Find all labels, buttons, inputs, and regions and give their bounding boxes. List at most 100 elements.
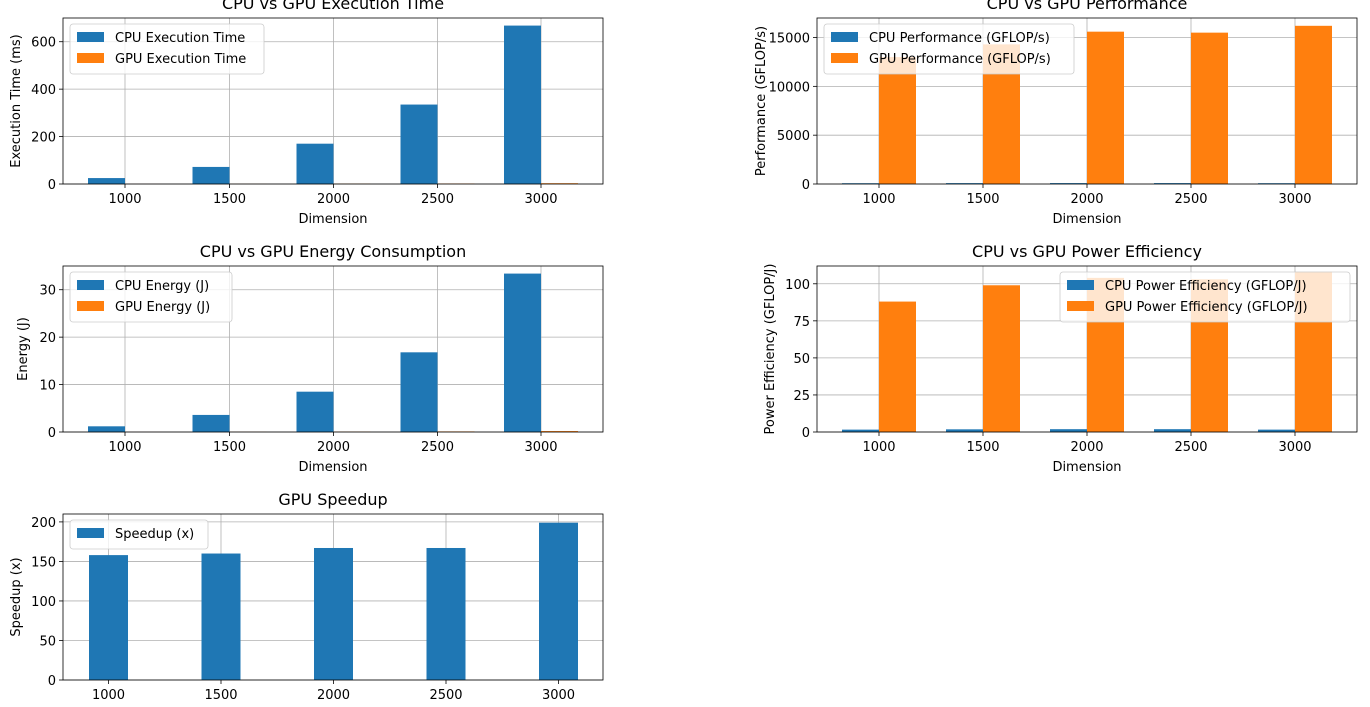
y-tick-label: 200: [31, 131, 56, 146]
y-axis-label: Speedup (x): [9, 557, 24, 636]
x-tick-label: 1500: [966, 192, 999, 207]
legend-swatch: [77, 53, 104, 63]
legend-swatch: [77, 528, 104, 538]
x-tick-label: 3000: [542, 688, 575, 703]
x-tick-label: 2500: [421, 192, 454, 207]
bar: [946, 183, 983, 184]
bar: [1050, 429, 1087, 432]
y-tick-label: 25: [793, 389, 810, 404]
y-axis-label: Energy (J): [16, 317, 31, 381]
legend-box: [69, 271, 233, 323]
legend-box: [69, 23, 265, 75]
y-axis-label: Power Efficiency (GFLOP/J): [763, 264, 778, 435]
legend-label: CPU Power Efficiency (GFLOP/J): [1105, 279, 1307, 294]
chart-title: CPU vs GPU Power Efficiency: [972, 242, 1202, 261]
legend-swatch: [831, 32, 858, 42]
chart-5: 1000 1500 2000 2500 3000 0 50 100 150 200 GPU Spee…: [9, 490, 604, 703]
bar: [400, 104, 438, 184]
bar: [1154, 429, 1191, 432]
legend-box: [69, 519, 209, 550]
legend-swatch: [77, 280, 104, 290]
legend-swatch: [831, 53, 858, 63]
chart-title: CPU vs GPU Energy Consumption: [200, 242, 466, 261]
legend-label: CPU Performance (GFLOP/s): [869, 31, 1050, 46]
bar: [400, 352, 438, 432]
bar: [88, 178, 125, 184]
x-tick-label: 3000: [524, 440, 557, 455]
bar: [201, 553, 241, 680]
legend: Speedup (x): [69, 519, 209, 550]
bar: [1191, 32, 1228, 184]
y-tick-label: 15000: [769, 32, 810, 47]
y-tick-label: 400: [31, 83, 56, 98]
legend-swatch: [77, 301, 104, 311]
series-1: [89, 522, 578, 680]
y-tick-label: 150: [31, 555, 56, 570]
y-tick-label: 10: [39, 379, 56, 394]
chart-4: 1000 1500 2000 2500 3000 0 25 50 75 100 CPU vs GPU…: [763, 242, 1358, 475]
x-axis-label: Dimension: [1052, 212, 1121, 227]
y-tick-label: 50: [39, 634, 56, 649]
legend-swatch: [77, 32, 104, 42]
y-axis-label: Performance (GFLOP/s): [754, 26, 769, 176]
y-tick-label: 75: [793, 315, 810, 330]
bar: [1258, 429, 1295, 432]
x-axis-label: Dimension: [298, 212, 367, 227]
bar: [946, 429, 983, 432]
bar: [504, 273, 541, 432]
series-1: [842, 429, 1295, 432]
legend-label: GPU Execution Time: [115, 52, 246, 67]
bar: [879, 301, 916, 432]
legend: CPU Power Efficiency (GFLOP/J) GPU Power …: [1059, 271, 1351, 323]
y-tick-label: 100: [31, 595, 56, 610]
bar: [1295, 25, 1332, 184]
bar: [539, 522, 578, 680]
y-tick-label: 10000: [769, 80, 810, 95]
y-tick-label: 5000: [777, 129, 810, 144]
bar: [89, 555, 128, 680]
y-tick-label: 0: [48, 178, 56, 193]
x-tick-label: 2000: [1070, 192, 1103, 207]
x-tick-label: 2500: [1174, 440, 1207, 455]
x-tick-label: 1500: [213, 440, 246, 455]
bar: [983, 285, 1020, 432]
series-2: [879, 25, 1332, 185]
bar: [1050, 183, 1087, 184]
bar: [1087, 31, 1124, 184]
x-tick-label: 3000: [524, 192, 557, 207]
y-tick-label: 0: [802, 426, 810, 441]
legend-swatch: [1067, 280, 1094, 290]
x-tick-label: 2000: [317, 192, 350, 207]
x-tick-label: 2500: [429, 688, 462, 703]
x-tick-label: 1000: [862, 192, 895, 207]
bar: [296, 391, 334, 432]
legend-box: [1059, 271, 1351, 323]
x-axis-label: Dimension: [298, 460, 367, 475]
x-tick-label: 1500: [213, 192, 246, 207]
legend: CPU Energy (J) GPU Energy (J): [69, 271, 233, 323]
legend-label: GPU Energy (J): [115, 300, 210, 315]
chart-title: GPU Speedup: [278, 490, 387, 509]
y-tick-label: 0: [48, 674, 56, 689]
chart-1: 1000 1500 2000 2500 3000 0 200 400 600 CPU vs GPU…: [9, 0, 604, 227]
x-axis-label: Dimension: [1052, 460, 1121, 475]
legend-label: CPU Energy (J): [115, 279, 209, 294]
legend-label: CPU Execution Time: [115, 31, 245, 46]
bar: [314, 547, 353, 680]
x-tick-label: 1000: [108, 192, 141, 207]
legend-swatch: [1067, 301, 1094, 311]
bar: [879, 57, 916, 184]
x-tick-label: 1000: [92, 688, 125, 703]
chart-2: 1000 1500 2000 2500 3000 0 5000 10000 15000 CPU v…: [754, 0, 1358, 227]
x-tick-label: 2000: [1070, 440, 1103, 455]
y-tick-label: 0: [48, 426, 56, 441]
series-1: [88, 273, 541, 432]
axes-frame: [62, 265, 604, 433]
y-tick-label: 50: [793, 352, 810, 367]
bar: [192, 166, 230, 184]
legend-label: GPU Performance (GFLOP/s): [869, 52, 1051, 67]
chart-title: CPU vs GPU Performance: [987, 0, 1188, 13]
x-tick-label: 2500: [1174, 192, 1207, 207]
bar: [842, 429, 879, 432]
legend: CPU Performance (GFLOP/s) GPU Performance…: [823, 23, 1075, 75]
